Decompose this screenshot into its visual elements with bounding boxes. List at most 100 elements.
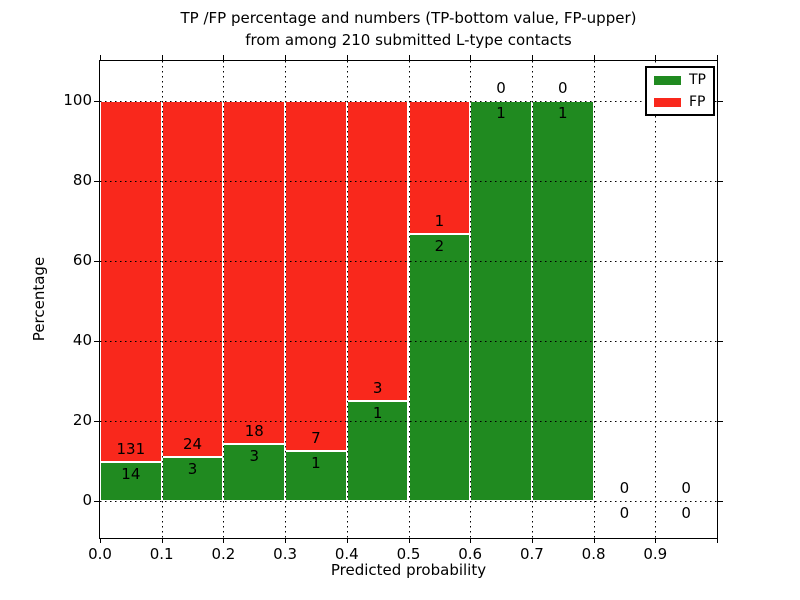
x-tick-top: [100, 55, 101, 60]
v-gridline: [161, 61, 163, 538]
fp-legend-label: FP: [689, 94, 706, 110]
x-tick-label: 0.1: [149, 545, 174, 563]
v-gridline: [470, 61, 472, 538]
x-tick-label: 0.6: [458, 545, 483, 563]
x-tick-top: [593, 55, 595, 60]
fp-count-label: 24: [183, 434, 203, 453]
fp-bar: [408, 101, 471, 235]
fp-legend-swatch: [654, 97, 681, 107]
tp-bar: [470, 101, 532, 501]
fp-count-label: 0: [557, 79, 568, 97]
legend-item-tp: TP: [654, 73, 706, 87]
tp-count-label: 1: [557, 104, 568, 122]
fp-count-label: 18: [244, 421, 264, 440]
x-tick-top: [655, 55, 657, 60]
x-tick-label: 0.3: [273, 545, 298, 563]
legend-item-fp: FP: [654, 95, 706, 109]
fp-count-label: 0: [619, 479, 630, 497]
x-tick-bottom: [161, 538, 163, 543]
y-tick-label: 60: [72, 251, 92, 269]
v-gridline: [346, 61, 348, 538]
y-tick-right: [718, 341, 723, 342]
x-tick-bottom: [655, 538, 657, 543]
tp-count-label: 2: [434, 237, 445, 256]
tp-count-label: 1: [496, 104, 506, 122]
tp-count-label: 14: [121, 465, 141, 484]
y-tick-label: 0: [82, 491, 92, 509]
x-tick-top: [161, 55, 163, 60]
x-tick-top: [531, 55, 533, 60]
tp-legend-swatch: [654, 75, 681, 85]
x-tick-label: 0.2: [211, 545, 236, 563]
plot-area: 131 14 24 3 18 3 7 1 3 1 1 2 0 1 0 1 0 0 0 0 0 20 40 60 80 100 0.0…: [63, 55, 723, 563]
chart-title-line-2: from among 210 submitted L-type contacts: [245, 31, 572, 49]
y-tick-right: [718, 501, 723, 502]
y-tick-right: [718, 261, 723, 262]
v-gridline: [285, 61, 287, 538]
tp-legend-label: TP: [689, 72, 706, 88]
y-tick-left: [94, 421, 99, 422]
tp-count-label: 0: [681, 504, 691, 522]
fp-bar: [161, 101, 224, 457]
x-tick-bottom: [346, 538, 348, 543]
fp-count-label: 1: [434, 212, 445, 231]
x-tick-top: [346, 55, 348, 60]
tp-bar: [408, 234, 471, 501]
x-tick-top: [285, 55, 287, 60]
x-tick-label: 0.7: [519, 545, 544, 563]
chart-title-line-1: TP /FP percentage and numbers (TP-bottom…: [180, 9, 637, 27]
x-tick-label: 0.5: [396, 545, 421, 563]
x-tick-top: [408, 55, 410, 60]
x-tick-bottom: [470, 538, 472, 543]
tp-bar: [100, 462, 162, 501]
fp-count-label: 3: [372, 379, 383, 397]
x-tick-top: [470, 55, 472, 60]
y-tick-label: 80: [72, 171, 92, 189]
x-tick-bottom: [531, 538, 533, 543]
fp-count-label: 131: [116, 440, 146, 459]
x-tick-bottom: [285, 538, 287, 543]
tp-count-label: 3: [187, 459, 198, 478]
fp-bar: [223, 101, 286, 444]
tp-count-label: 3: [249, 446, 260, 465]
x-tick-top: [223, 55, 225, 60]
y-tick-right: [718, 421, 723, 422]
y-tick-label: 100: [63, 91, 92, 109]
v-gridline: [531, 61, 533, 538]
fp-bar: [285, 101, 347, 451]
legend: TP FP: [645, 66, 715, 116]
fp-count-label: 0: [496, 79, 506, 97]
v-gridline: [655, 61, 657, 538]
tp-count-label: 0: [619, 504, 630, 522]
x-tick-bottom: [100, 538, 101, 543]
y-tick-left: [94, 181, 99, 182]
chart-title: TP /FP percentage and numbers (TP-bottom…: [99, 7, 718, 51]
x-tick-label: 0.8: [581, 545, 606, 563]
y-tick-label: 20: [72, 411, 92, 429]
fp-count-label: 0: [681, 479, 691, 497]
y-tick-left: [94, 501, 99, 502]
tp-bar: [285, 451, 347, 501]
fp-count-label: 7: [311, 429, 321, 447]
x-tick-label: 0.4: [334, 545, 359, 563]
x-tick-label: 0.9: [643, 545, 668, 563]
fp-bar: [100, 101, 162, 463]
tp-count-label: 1: [372, 404, 383, 422]
y-tick-right: [718, 181, 723, 182]
tp-count-label: 1: [311, 454, 321, 472]
y-tick-label: 40: [72, 331, 92, 349]
x-axis-label: Predicted probability: [330, 561, 487, 579]
x-tick-bottom: [593, 538, 595, 543]
fp-bar: [346, 101, 409, 401]
y-tick-left: [94, 101, 99, 102]
y-tick-left: [94, 341, 99, 342]
v-gridline: [408, 61, 410, 538]
v-gridline: [223, 61, 225, 538]
y-tick-right: [718, 101, 723, 102]
x-tick-bottom: [408, 538, 410, 543]
x-tick-label: 0.0: [88, 545, 112, 563]
x-tick-bottom: [717, 538, 718, 543]
v-gridline: [593, 61, 595, 538]
tp-bar: [161, 456, 224, 501]
